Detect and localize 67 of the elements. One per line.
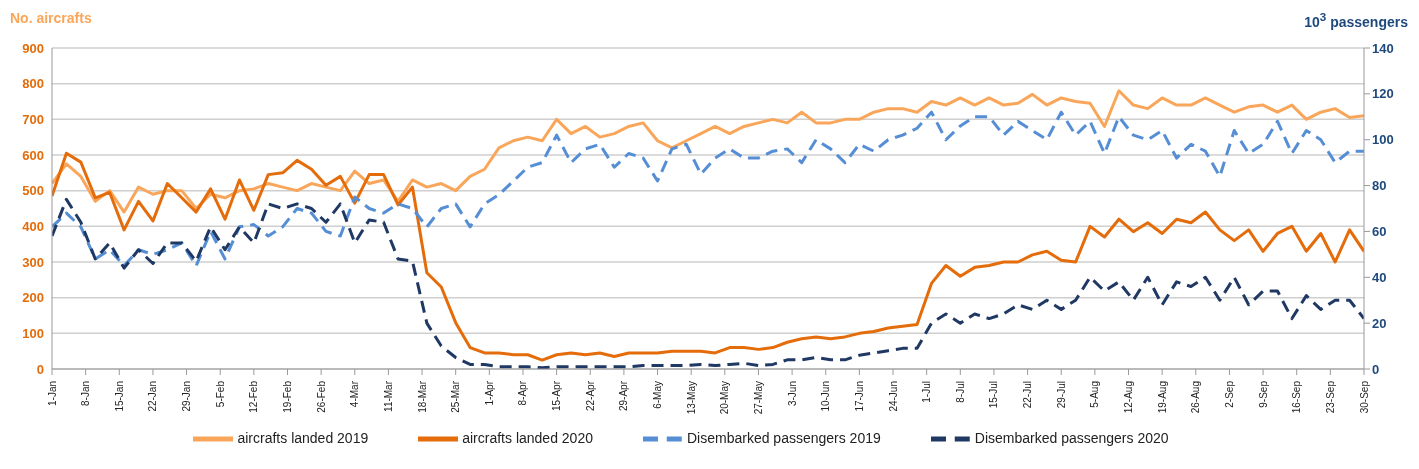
- x-tick-label: 30-Sep: [1358, 380, 1370, 414]
- x-tick-label: 17-Jun: [853, 381, 865, 412]
- x-tick-label: 2-Sep: [1223, 380, 1235, 408]
- x-tick-label: 5-Feb: [214, 380, 226, 408]
- y-tick-label: 800: [22, 76, 44, 92]
- x-tick-label: 22-Apr: [584, 380, 596, 412]
- y2-tick-label: 40: [1372, 269, 1387, 285]
- y2-tick-label: 100: [1372, 132, 1394, 148]
- y-tick-label: 400: [22, 218, 44, 234]
- y-tick-label: 0: [36, 361, 44, 377]
- legend-label: aircrafts landed 2020: [462, 429, 593, 446]
- y-tick-label: 100: [22, 325, 44, 341]
- x-tick-label: 4-Mar: [349, 380, 361, 408]
- x-tick-label: 22-Jan: [147, 381, 159, 412]
- y2-tick-label: 80: [1372, 178, 1387, 194]
- x-tick-label: 20-May: [719, 381, 731, 415]
- x-tick-label: 8-Jul: [954, 381, 966, 403]
- x-tick-label: 1-Jul: [921, 381, 933, 403]
- y-tick-label: 200: [22, 290, 44, 306]
- y2-tick-label: 20: [1372, 315, 1387, 331]
- x-tick-label: 19-Aug: [1156, 381, 1168, 414]
- legend-label: aircrafts landed 2019: [237, 429, 369, 446]
- y2-tick-label: 120: [1372, 86, 1394, 102]
- x-tick-label: 11-Mar: [382, 380, 394, 412]
- y-tick-label: 900: [22, 40, 44, 56]
- x-tick-label: 22-Jul: [1022, 381, 1034, 409]
- x-tick-label: 10-Jun: [820, 381, 832, 412]
- y-tick-label: 600: [22, 147, 44, 163]
- line-series: [52, 89, 1364, 214]
- x-tick-label: 15-Jul: [988, 381, 1000, 409]
- x-tick-label: 1-Apr: [483, 380, 495, 406]
- x-tick-label: 15-Apr: [551, 380, 563, 412]
- x-tick-label: 26-Feb: [315, 380, 327, 413]
- y2-tick-label: 60: [1372, 224, 1387, 240]
- x-tick-label: 5-Aug: [1089, 381, 1101, 408]
- x-tick-label: 12-Aug: [1123, 381, 1135, 414]
- x-tick-label: 8-Apr: [517, 380, 529, 406]
- y2-tick-label: 140: [1372, 40, 1394, 56]
- x-tick-label: 29-Jan: [181, 381, 193, 412]
- x-tick-label: 25-Mar: [450, 380, 462, 413]
- x-tick-label: 16-Sep: [1291, 380, 1303, 414]
- y-tick-label: 300: [22, 254, 44, 270]
- x-tick-label: 12-Feb: [248, 380, 260, 413]
- y2-tick-label: 0: [1372, 361, 1380, 377]
- line-series: [52, 151, 1364, 362]
- x-tick-label: 13-May: [685, 381, 697, 415]
- x-tick-label: 18-Mar: [416, 380, 428, 413]
- y2-axis-title: 10$^{3}$ passengers: [1304, 10, 1408, 30]
- x-tick-label: 1-Jan: [46, 381, 58, 407]
- x-tick-label: 27-May: [752, 381, 764, 415]
- x-tick-label: 8-Jan: [80, 381, 92, 407]
- legend-label: Disembarked passengers 2019: [686, 429, 881, 446]
- x-tick-label: 26-Aug: [1190, 381, 1202, 414]
- legend-label: Disembarked passengers 2020: [974, 429, 1169, 446]
- line-series: [52, 110, 1364, 268]
- x-tick-label: 6-May: [652, 381, 664, 409]
- y-tick-label: 500: [22, 183, 44, 199]
- x-tick-label: 19-Feb: [281, 380, 293, 413]
- y-axis-title: No. aircrafts: [10, 10, 92, 26]
- x-tick-label: 29-Apr: [618, 380, 630, 412]
- x-tick-label: 24-Jun: [887, 381, 899, 412]
- y-tick-label: 700: [22, 111, 44, 127]
- x-tick-label: 3-Jun: [786, 381, 798, 407]
- x-tick-label: 15-Jan: [113, 381, 125, 412]
- x-tick-label: 23-Sep: [1324, 380, 1336, 414]
- x-tick-label: 9-Sep: [1257, 380, 1269, 408]
- x-tick-label: 29-Jul: [1055, 381, 1067, 409]
